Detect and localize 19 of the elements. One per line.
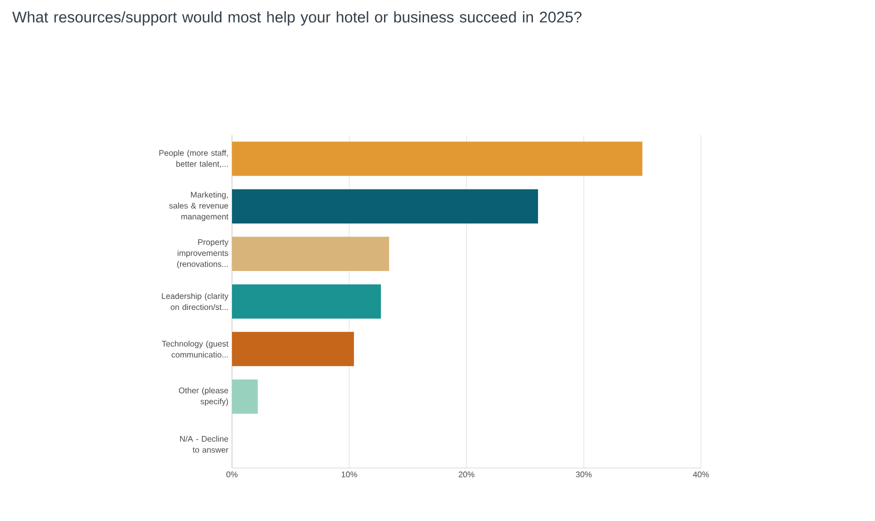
x-tick-label: 30%: [576, 472, 592, 478]
y-tick-label: Other (please specify): [178, 387, 228, 406]
y-tick-label: N/A - Decline to answer: [180, 436, 228, 453]
x-tick-label: 20%: [458, 472, 474, 478]
x-tick-label: 0%: [226, 472, 238, 478]
y-tick-label: Marketing, sales & revenue management: [169, 192, 228, 222]
x-tick-label: 10%: [342, 472, 358, 478]
y-tick-label: Property improvements (renovations...: [177, 239, 228, 269]
bar: [232, 380, 258, 414]
bar: [232, 332, 354, 366]
y-tick-label: Leadership (clarity on direction/st...: [162, 293, 228, 310]
bar: [232, 236, 390, 272]
bar: [232, 284, 381, 319]
y-tick-label: Technology (guest communicatio...: [162, 340, 228, 358]
y-tick-label: People (more staff, better talent,...: [159, 150, 228, 168]
chart-title: What resources/support would most help your hotel or business succeed in 2025?: [12, 11, 582, 26]
bar: [232, 189, 538, 224]
bar: [232, 142, 642, 176]
x-tick-label: 40%: [693, 472, 709, 478]
